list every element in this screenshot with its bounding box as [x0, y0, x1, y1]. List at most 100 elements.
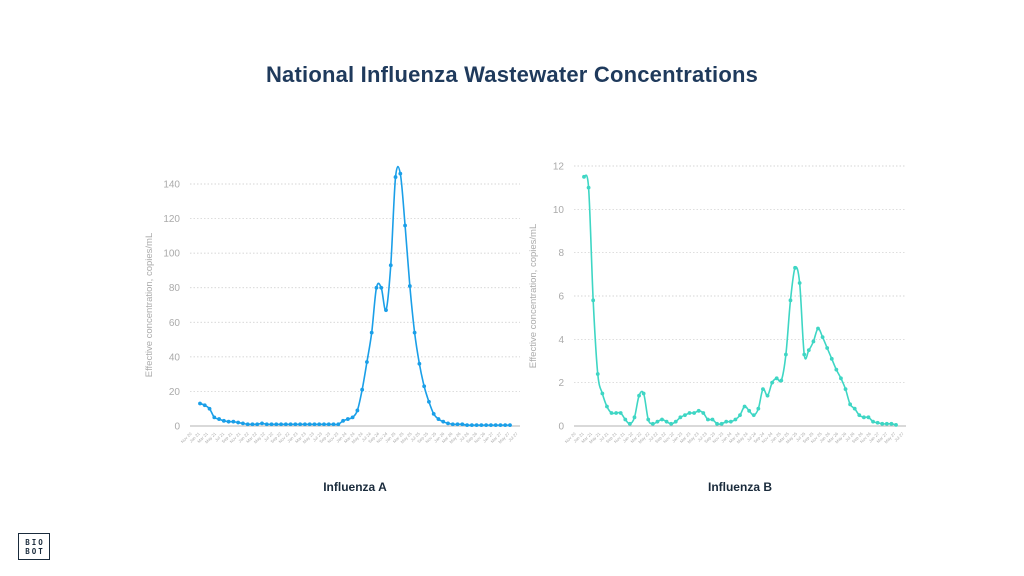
- flu-b-data-point: [600, 391, 605, 396]
- flu-b-data-point: [857, 413, 862, 418]
- flu-b-data-point: [715, 421, 719, 426]
- flu-b-xtick-label: Sep 22: [654, 431, 667, 444]
- logo-line-2: BOT: [25, 546, 45, 556]
- flu-a-ytick-label: 120: [163, 214, 180, 225]
- flu-a-data-point: [250, 422, 255, 427]
- flu-b-data-point: [871, 419, 875, 424]
- flu-b-data-point: [692, 411, 697, 415]
- flu-a-xtick-label: May 21: [204, 431, 218, 445]
- flu-a-xtick-label: Mar 27: [490, 431, 503, 444]
- flu-b-data-point: [788, 298, 793, 303]
- flu-b-xtick-label: May 26: [834, 431, 848, 445]
- flu-a-xtick-label: Sep 21: [221, 431, 234, 444]
- flu-b-data-point: [614, 411, 619, 415]
- flu-b-data-point: [889, 421, 894, 426]
- flu-b-ytick-label: 2: [558, 378, 564, 389]
- flu-b-data-point: [852, 406, 857, 411]
- flu-a-xtick-label: Mar 25: [392, 431, 405, 444]
- flu-b-xtick-label: Mar 21: [580, 431, 593, 444]
- flu-b-xtick-label: May 23: [686, 431, 700, 445]
- flu-b-xtick-label: Jan 22: [622, 431, 635, 444]
- flu-b-xtick-label: Jul 21: [598, 431, 610, 443]
- flu-b-xtick-label: Nov 23: [711, 431, 724, 444]
- flu-b-xtick-label: May 25: [785, 431, 799, 445]
- flu-a-data-point: [398, 171, 403, 176]
- flu-a-data-point: [417, 361, 422, 366]
- flu-b-data-point: [884, 421, 889, 426]
- flu-a-data-point: [393, 175, 398, 179]
- flu-a-xtick-label: Jul 21: [214, 431, 226, 443]
- flu-a-data-point: [221, 418, 226, 423]
- flu-b-data-point: [641, 391, 646, 396]
- flu-a-data-point: [288, 422, 293, 427]
- flu-a-data-point: [484, 423, 489, 428]
- flu-b-data-point: [637, 393, 641, 398]
- flu-a-xtick-label: Jul 24: [361, 431, 373, 443]
- flu-a-data-point: [474, 423, 479, 428]
- flu-b-xtick-label: Jul 23: [696, 431, 708, 443]
- flu-a-xtick-label: Nov 21: [229, 431, 242, 444]
- logo-line-1: BIO: [25, 537, 45, 547]
- flu-a-ytick-label: 60: [169, 318, 181, 329]
- flu-a-data-point: [498, 423, 503, 428]
- flu-a-xtick-label: Jan 23: [286, 431, 299, 444]
- flu-a-data-point: [493, 423, 498, 428]
- flu-b-data-point: [582, 174, 586, 179]
- flu-b-xtick-label: Mar 22: [630, 431, 643, 444]
- flu-a-ytick-label: 140: [163, 180, 180, 191]
- flu-b-data-point: [797, 281, 802, 285]
- flu-a-data-point: [455, 422, 460, 427]
- flu-a-data-point: [508, 423, 512, 428]
- flu-a-data-point: [269, 422, 274, 427]
- flu-a-data-point: [217, 417, 221, 421]
- flu-a-data-point: [245, 422, 250, 427]
- flu-a-data-point: [450, 422, 455, 427]
- flu-b-xtick-label: Jan 23: [671, 431, 684, 444]
- flu-b-xtick-label: Jul 27: [893, 431, 905, 443]
- flu-b-ytick-label: 8: [558, 248, 564, 259]
- flu-a-data-point: [312, 422, 317, 427]
- biobot-logo: BIO BOT: [18, 533, 50, 560]
- flu-a-data-point: [360, 387, 365, 392]
- flu-b-xtick-label: May 21: [588, 431, 602, 445]
- flu-a-ytick-label: 40: [169, 352, 181, 363]
- flu-b-data-point: [802, 352, 807, 357]
- flu-a-data-point: [322, 422, 326, 427]
- flu-b-data-point: [829, 356, 834, 361]
- flu-b-data-point: [664, 419, 669, 424]
- flu-a-data-point: [422, 384, 427, 389]
- flu-a-ylabel: Effective concentration, copies/mL: [144, 233, 155, 378]
- flu-a-data-point: [255, 422, 260, 427]
- flu-a-data-point: [379, 285, 384, 290]
- flu-b-data-point: [761, 387, 765, 392]
- flu-b-data-point: [687, 411, 692, 415]
- flu-a-xtick-label: May 27: [497, 431, 511, 445]
- flu-a-xtick-label: Mar 23: [294, 431, 307, 444]
- flu-a-data-point: [388, 263, 393, 268]
- flu-a-xtick-label: Sep 23: [318, 431, 331, 444]
- flu-a-data-point: [326, 422, 331, 427]
- flu-b-data-point: [811, 339, 816, 344]
- flu-b-xtick-label: May 24: [736, 431, 750, 445]
- flu-a-data-point: [427, 399, 431, 404]
- flu-a-xtick-label: Nov 24: [375, 431, 388, 444]
- flu-a-xtick-label: May 23: [302, 431, 316, 445]
- flu-b-xtick-label: Mar 27: [876, 431, 889, 444]
- flu-a-xtick-label: May 25: [400, 431, 414, 445]
- flu-a-data-point: [264, 422, 269, 427]
- flu-b-xtick-label: Jul 25: [795, 431, 807, 443]
- flu-b-data-point: [683, 413, 687, 418]
- flu-a-series-line: [199, 165, 510, 426]
- flu-b-xtick-label: Jul 26: [844, 431, 856, 443]
- flu-a-data-point: [293, 422, 298, 427]
- flu-a-data-point: [479, 423, 484, 428]
- flu-b-ylabel: Effective concentration, copies/mL: [528, 224, 539, 369]
- flu-a-data-point: [236, 420, 241, 425]
- flu-b-data-point: [660, 417, 664, 422]
- flu-b-xtick-label: Sep 25: [802, 431, 815, 444]
- flu-b-data-point: [696, 408, 701, 413]
- flu-b-data-point: [724, 419, 729, 424]
- flu-b-data-point: [820, 335, 825, 340]
- flu-b-data-point: [825, 346, 830, 350]
- flu-a-data-point: [317, 422, 322, 427]
